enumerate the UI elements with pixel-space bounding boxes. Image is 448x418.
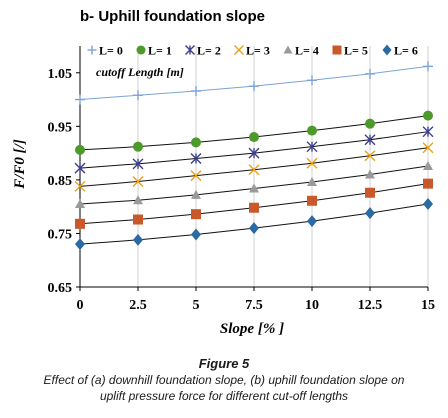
legend-marker bbox=[283, 45, 293, 54]
data-point bbox=[249, 202, 259, 213]
data-point bbox=[133, 141, 143, 152]
data-point bbox=[190, 152, 202, 164]
data-point bbox=[365, 187, 375, 198]
data-point bbox=[423, 178, 433, 189]
data-point bbox=[75, 218, 85, 229]
data-point bbox=[74, 180, 86, 192]
data-point bbox=[365, 169, 375, 179]
legend-label: L= 4 bbox=[295, 44, 319, 58]
legend-label: L= 1 bbox=[148, 44, 172, 58]
y-axis-label: F/F0 [/] bbox=[12, 139, 28, 190]
figure-caption: Figure 5 Effect of (a) downhill foundati… bbox=[0, 356, 448, 404]
legend-marker bbox=[234, 45, 244, 55]
legend: L= 0 L= 1 L= 2 L= 3 L= 4 L= 5 L= 6 bbox=[87, 44, 418, 58]
data-point bbox=[133, 90, 143, 101]
data-point bbox=[365, 207, 375, 220]
data-point bbox=[422, 126, 434, 138]
data-point bbox=[423, 110, 433, 121]
data-point bbox=[249, 222, 259, 235]
data-point bbox=[249, 132, 259, 143]
legend-label: L= 6 bbox=[394, 44, 418, 58]
panel-title: b- Uphill foundation slope bbox=[80, 8, 265, 25]
data-point bbox=[307, 195, 317, 206]
legend-marker bbox=[185, 45, 195, 55]
caption-line-1: Effect of (a) downhill foundation slope,… bbox=[43, 373, 405, 387]
x-tick-label: 7.5 bbox=[245, 298, 263, 313]
data-point bbox=[191, 85, 201, 96]
data-point bbox=[306, 141, 318, 153]
data-point bbox=[307, 177, 317, 187]
data-point bbox=[364, 150, 376, 162]
data-point bbox=[365, 118, 375, 129]
legend-label: L= 5 bbox=[344, 44, 368, 58]
data-point bbox=[423, 61, 433, 72]
data-point bbox=[423, 160, 433, 170]
data-point bbox=[132, 158, 144, 170]
figure-label: Figure 5 bbox=[198, 356, 250, 371]
data-point bbox=[307, 125, 317, 136]
data-point bbox=[248, 147, 260, 159]
legend-marker bbox=[382, 44, 392, 56]
legend-marker bbox=[136, 45, 146, 55]
x-tick-label: 15 bbox=[421, 298, 435, 313]
y-tick-label: 0.85 bbox=[48, 174, 73, 189]
data-point bbox=[133, 195, 143, 205]
data-point bbox=[75, 94, 85, 105]
data-point bbox=[306, 157, 318, 169]
data-point bbox=[365, 68, 375, 79]
data-point bbox=[191, 228, 201, 241]
legend-label: L= 3 bbox=[246, 44, 270, 58]
uplift-force-line-chart: 0.65 0.75 0.85 0.95 1.05 0 2.5 5 7.5 10 12.5 15 L= … bbox=[12, 44, 436, 338]
data-point bbox=[422, 142, 434, 154]
legend-note: cutoff Length [m] bbox=[96, 65, 184, 79]
data-point bbox=[191, 189, 201, 199]
x-axis-label: Slope [% ] bbox=[220, 321, 284, 337]
tick-labels: 0.65 0.75 0.85 0.95 1.05 0 2.5 5 7.5 10 12.5 15 bbox=[48, 67, 436, 313]
caption-line-2: uplift pressure force for different cut-… bbox=[99, 389, 349, 403]
data-point bbox=[248, 164, 260, 176]
legend-label: L= 0 bbox=[99, 44, 123, 58]
data-point bbox=[75, 198, 85, 208]
data-point bbox=[190, 170, 202, 182]
series-lines bbox=[74, 61, 434, 251]
data-point bbox=[307, 215, 317, 228]
x-tick-label: 2.5 bbox=[129, 298, 147, 313]
data-point bbox=[191, 137, 201, 148]
legend-marker bbox=[87, 45, 97, 55]
y-tick-label: 0.75 bbox=[48, 227, 73, 242]
data-point bbox=[133, 214, 143, 225]
data-point bbox=[74, 162, 86, 174]
data-point bbox=[75, 238, 85, 251]
y-tick-label: 0.95 bbox=[48, 120, 73, 135]
y-tick-label: 0.65 bbox=[48, 281, 73, 296]
x-tick-label: 12.5 bbox=[358, 298, 383, 313]
data-point bbox=[75, 144, 85, 155]
data-point bbox=[133, 233, 143, 246]
data-point bbox=[249, 183, 259, 193]
x-tick-label: 0 bbox=[77, 298, 84, 313]
legend-marker bbox=[332, 45, 342, 55]
data-point bbox=[423, 197, 433, 210]
data-point bbox=[249, 81, 259, 92]
x-tick-label: 10 bbox=[305, 298, 319, 313]
legend-label: L= 2 bbox=[197, 44, 221, 58]
data-point bbox=[307, 75, 317, 86]
data-point bbox=[191, 209, 201, 220]
data-point bbox=[132, 176, 144, 187]
data-point bbox=[364, 134, 376, 146]
y-tick-label: 1.05 bbox=[48, 67, 73, 82]
x-tick-label: 5 bbox=[193, 298, 200, 313]
